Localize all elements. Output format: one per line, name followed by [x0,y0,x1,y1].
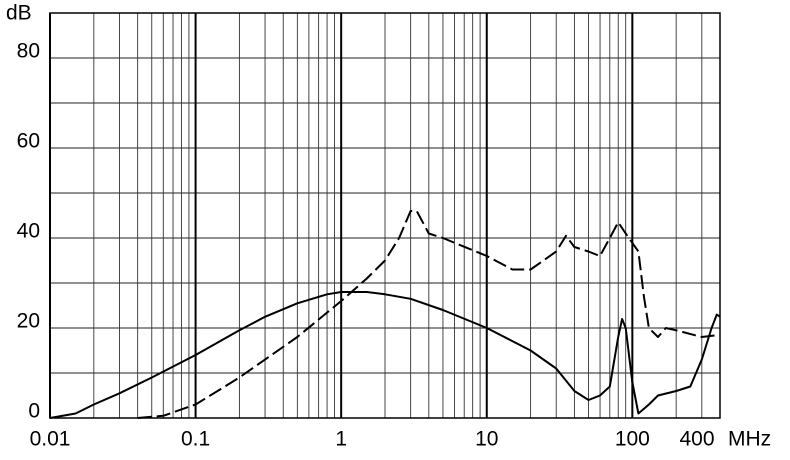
y-unit: dB [6,2,32,25]
y-tick-label: 20 [17,310,40,333]
y-tick-label: 0 [28,400,40,423]
x-tick-label: 100 [615,428,650,451]
plot-frame [49,12,721,419]
x-tick-label: 1 [335,428,347,451]
x-tick-label: 0.1 [181,428,210,451]
y-tick-label: 60 [17,130,40,153]
data-line [49,291,721,419]
y-tick-label: 80 [17,40,40,63]
y-tick-label: 40 [17,220,40,243]
x-unit: MHz [728,428,771,451]
x-tick-label: 0.01 [30,428,71,451]
x-tick-label: 400 [679,428,714,451]
data-line [137,210,721,419]
x-tick-label: 10 [475,428,498,451]
